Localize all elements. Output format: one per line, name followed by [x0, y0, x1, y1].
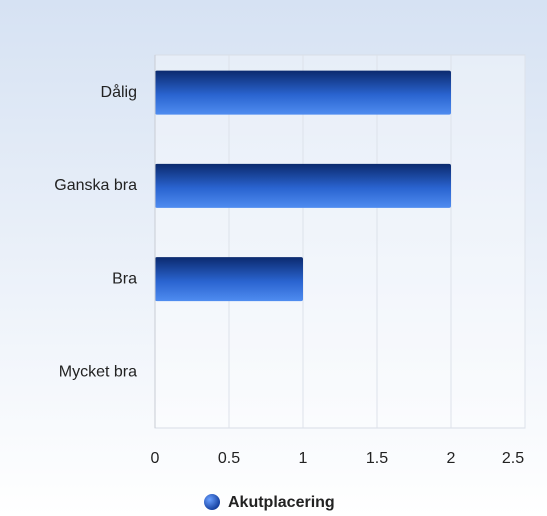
x-tick-label: 2.5	[502, 450, 524, 467]
bar	[155, 257, 303, 302]
x-tick-label: 1.5	[366, 450, 388, 467]
x-tick-label: 1	[299, 450, 308, 467]
plot-area	[154, 54, 526, 429]
x-tick-label: 0.5	[218, 450, 240, 467]
y-tick-label: Ganska bra	[54, 177, 137, 194]
legend-marker	[204, 494, 220, 510]
y-tick-label: Dålig	[101, 83, 137, 101]
y-tick-label: Bra	[112, 270, 137, 287]
x-tick-label: 0	[151, 450, 160, 467]
bar	[155, 163, 451, 208]
legend-text: Akutplacering	[228, 494, 335, 511]
y-tick-label: Mycket bra	[59, 364, 137, 381]
x-tick-label: 2	[447, 450, 456, 467]
bar	[155, 70, 451, 115]
